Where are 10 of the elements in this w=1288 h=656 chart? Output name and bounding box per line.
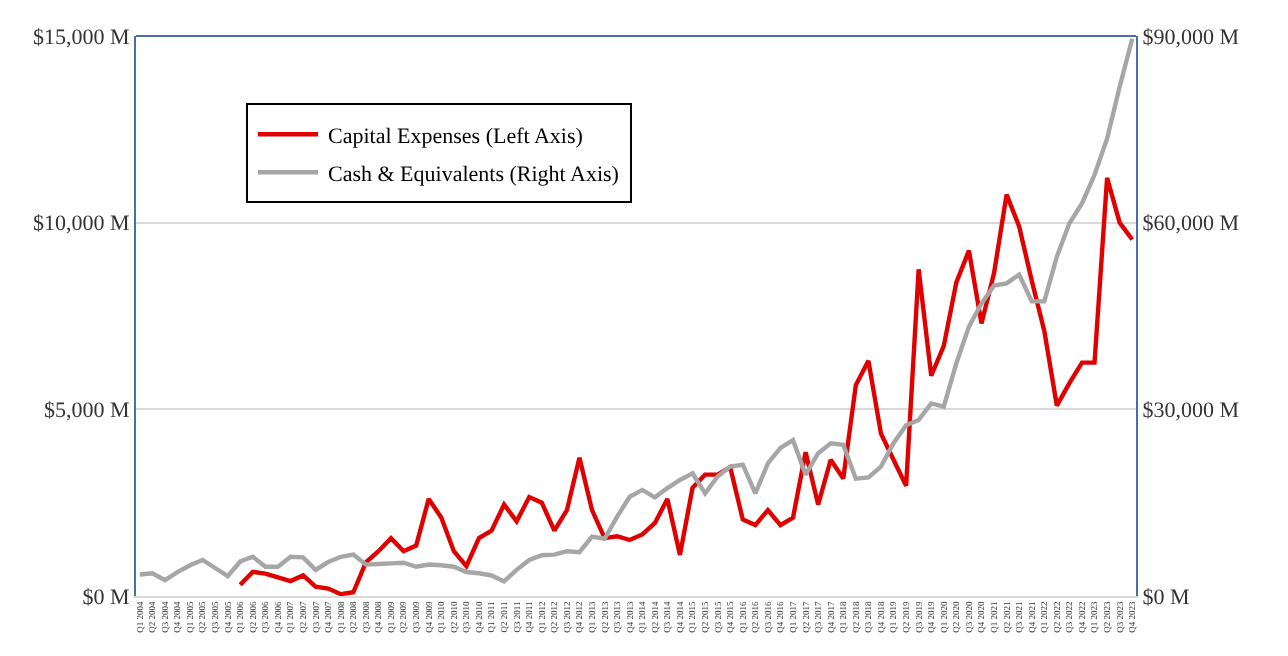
y-tick-label: $10,000 M [33, 212, 131, 237]
legend-label: Cash & Equivalents (Right Axis) [328, 162, 620, 187]
y-tick-label: $0 M [82, 585, 131, 610]
y2-tick-label: $90,000 M [1142, 25, 1240, 50]
y-tick-label: $15,000 M [33, 25, 131, 50]
y2-tick-label: $0 M [1142, 585, 1190, 610]
y2-tick-label: $60,000 M [1142, 212, 1240, 237]
legend-label: Capital Expenses (Left Axis) [328, 124, 584, 149]
y2-tick-label: $30,000 M [1142, 399, 1240, 424]
y-tick-label: $5,000 M [44, 399, 131, 424]
